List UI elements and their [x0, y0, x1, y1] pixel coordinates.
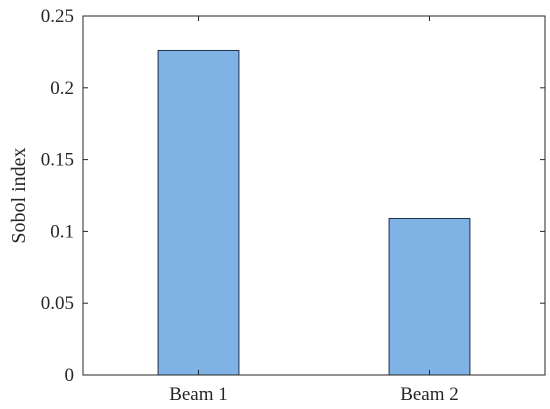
- x-tick-label: Beam 2: [400, 384, 459, 405]
- x-axis: Beam 1 Beam 2: [169, 16, 459, 405]
- y-tick-label: 0: [65, 365, 75, 386]
- y-tick-label: 0.2: [50, 78, 74, 99]
- y-tick-label: 0.15: [41, 150, 74, 171]
- plot-frame: [82, 15, 546, 376]
- bar-1: [157, 49, 240, 376]
- x-tick-label: Beam 1: [169, 384, 228, 405]
- y-axis-label: Sobol index: [8, 147, 30, 243]
- bars-group: [157, 49, 471, 376]
- y-tick-label: 0.25: [41, 6, 74, 27]
- y-tick-label: 0.1: [50, 221, 74, 242]
- bar-2: [388, 217, 471, 376]
- y-tick-label: 0.05: [41, 293, 74, 314]
